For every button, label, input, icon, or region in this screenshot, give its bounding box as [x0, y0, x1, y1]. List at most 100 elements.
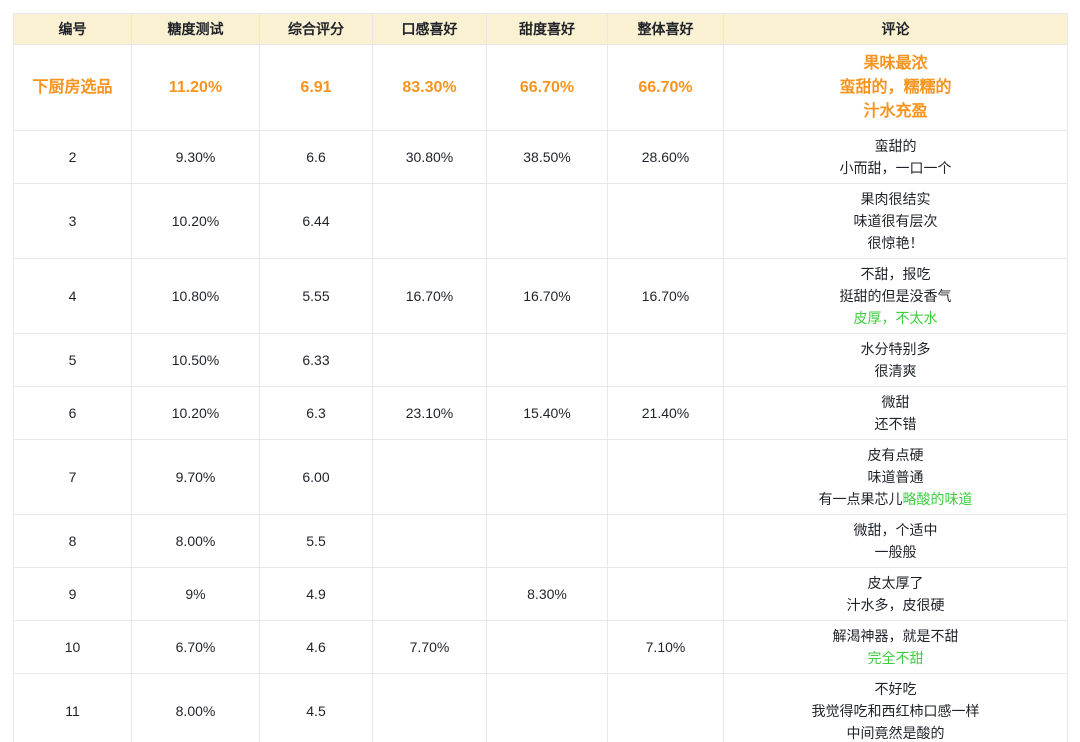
cell-sugar-row2: 9.30% [131, 130, 260, 184]
cell-texture-row4: 16.70% [372, 258, 487, 334]
comment-line: 微甜 [730, 391, 1061, 413]
table-row: 5 10.50% 6.33 水分特别多 很清爽 [13, 333, 1068, 387]
cell-comment-row2: 蛮甜的 小而甜，一口一个 [723, 130, 1068, 184]
column-header-texture: 口感喜好 [372, 13, 487, 45]
comment-line: 不好吃 [730, 678, 1061, 700]
comment-line: 很清爽 [730, 360, 1061, 382]
cell-score-row9: 4.9 [259, 567, 373, 621]
column-header-score: 综合评分 [259, 13, 373, 45]
comment-text: 不好吃 [874, 681, 917, 697]
cell-score-row7: 6.00 [259, 439, 373, 515]
table-row: 9 9% 4.9 8.30% 皮太厚了 汁水多，皮很硬 [13, 567, 1068, 621]
comment-line: 果肉很结实 [730, 188, 1061, 210]
cell-comment-row11: 不好吃我觉得吃和西红柿口感一样 中间竟然是酸的 [723, 673, 1068, 742]
cell-texture-row2: 30.80% [372, 130, 487, 184]
featured-row: 下厨房选品 11.20% 6.91 83.30% 66.70% 66.70% 果味最浓 蛮甜的… [13, 44, 1068, 131]
fruit-rating-table: 编号 糖度测试 综合评分 口感喜好 甜度喜好 整体喜好 评论 下厨房选品 11.20% 6.91… [13, 13, 1068, 742]
comment-line: 果味最浓 [730, 52, 1061, 76]
table-body: 下厨房选品 11.20% 6.91 83.30% 66.70% 66.70% 果味最浓 蛮甜的… [13, 44, 1068, 742]
cell-sweetness-row10 [486, 620, 608, 674]
table-row: 2 9.30% 6.6 30.80% 38.50% 28.60% 蛮甜的 小而甜，一口一个 [13, 130, 1068, 184]
column-header-overall: 整体喜好 [607, 13, 724, 45]
cell-sweetness-row2: 38.50% [486, 130, 608, 184]
cell-sweetness-row6: 15.40% [486, 386, 608, 440]
column-header-id: 编号 [13, 13, 132, 45]
comment-line: 微甜，个适中 [730, 519, 1061, 541]
column-header-sugar: 糖度测试 [131, 13, 260, 45]
cell-sugar-row5: 10.50% [131, 333, 260, 387]
comment-line: 皮厚，不太水 [730, 307, 1061, 329]
cell-comment-row8: 微甜，个适中一般般 [723, 514, 1068, 568]
cell-sweetness-row11 [486, 673, 608, 742]
cell-id-row10: 10 [13, 620, 132, 674]
cell-id-row11: 11 [13, 673, 132, 742]
cell-score-row2: 6.6 [259, 130, 373, 184]
table-row: 11 8.00% 4.5 不好吃我觉得吃和西红柿口感一样 中间竟然是酸的 [13, 673, 1068, 742]
cell-overall-row4: 16.70% [607, 258, 724, 334]
comment-text: 很清爽 [874, 363, 917, 379]
cell-id-row6: 6 [13, 386, 132, 440]
comment-text: 一般般 [874, 544, 917, 560]
comment-line: 皮太厚了 [730, 572, 1061, 594]
comment-text: 我觉得吃和西红柿口感一样 [811, 703, 980, 719]
comment-line: 完全不甜 [730, 647, 1061, 669]
table-header: 编号 糖度测试 综合评分 口感喜好 甜度喜好 整体喜好 评论 [13, 13, 1068, 45]
cell-texture-row11 [372, 673, 487, 742]
cell-id-row3: 3 [13, 183, 132, 259]
cell-texture-row8 [372, 514, 487, 568]
comment-line: 蛮甜的 [730, 135, 1061, 157]
cell-id-row8: 8 [13, 514, 132, 568]
cell-id-row4: 4 [13, 258, 132, 334]
cell-comment-row1: 果味最浓蛮甜的，糯糯的汁水充盈 [723, 44, 1068, 131]
column-header-sweetness: 甜度喜好 [486, 13, 608, 45]
cell-comment-row10: 解渴神器，就是不甜完全不甜 [723, 620, 1068, 674]
comment-text: 还不错 [874, 416, 917, 432]
table-row: 3 10.20% 6.44 果肉很结实 味道很有层次 很惊艳！ [13, 183, 1068, 259]
cell-id-row2: 2 [13, 130, 132, 184]
comment-text: 中间竟然是酸的 [846, 725, 945, 741]
cell-sugar-row11: 8.00% [131, 673, 260, 742]
cell-comment-row7: 皮有点硬 味道普通 有一点果芯儿略酸的味道 [723, 439, 1068, 515]
table-row: 10 6.70% 4.6 7.70% 7.10% 解渴神器，就是不甜 完全不甜 [13, 620, 1068, 674]
comment-text: 果肉很结实 [860, 191, 931, 207]
cell-texture-row6: 23.10% [372, 386, 487, 440]
header-row: 编号 糖度测试 综合评分 口感喜好 甜度喜好 整体喜好 评论 [13, 13, 1068, 45]
comment-line: 水分特别多 [730, 338, 1061, 360]
comment-line: 汁水充盈 [730, 100, 1061, 124]
cell-sugar-row8: 8.00% [131, 514, 260, 568]
comment-text: 很惊艳！ [867, 235, 924, 251]
cell-sugar-row9: 9% [131, 567, 260, 621]
cell-score-row11: 4.5 [259, 673, 373, 742]
cell-sweetness-row1: 66.70% [486, 44, 608, 131]
comment-line: 有一点果芯儿略酸的味道 [730, 488, 1061, 510]
comment-text: 微甜 [881, 394, 910, 410]
cell-comment-row5: 水分特别多 很清爽 [723, 333, 1068, 387]
comment-line: 解渴神器，就是不甜 [730, 625, 1061, 647]
cell-sweetness-row5 [486, 333, 608, 387]
cell-texture-row3 [372, 183, 487, 259]
cell-id-row1: 下厨房选品 [13, 44, 132, 131]
comment-text: 蛮甜的，糯糯的 [839, 78, 952, 96]
comment-text: 水分特别多 [860, 341, 931, 357]
comment-highlight-green: 完全不甜 [867, 650, 924, 666]
cell-texture-row10: 7.70% [372, 620, 487, 674]
cell-sugar-row10: 6.70% [131, 620, 260, 674]
cell-texture-row1: 83.30% [372, 44, 487, 131]
table-row: 7 9.70% 6.00 皮有点硬 味道普通 有一点果芯儿略酸的味道 [13, 439, 1068, 515]
comment-text: 挺甜的但是没香气 [839, 288, 952, 304]
cell-overall-row10: 7.10% [607, 620, 724, 674]
cell-texture-row5 [372, 333, 487, 387]
cell-sweetness-row8 [486, 514, 608, 568]
comment-line: 味道很有层次 [730, 210, 1061, 232]
cell-comment-row4: 不甜，报吃挺甜的但是没香气皮厚，不太水 [723, 258, 1068, 334]
cell-comment-row9: 皮太厚了 汁水多，皮很硬 [723, 567, 1068, 621]
cell-score-row4: 5.55 [259, 258, 373, 334]
cell-id-row5: 5 [13, 333, 132, 387]
comment-line: 不甜，报吃 [730, 263, 1061, 285]
cell-score-row1: 6.91 [259, 44, 373, 131]
cell-sweetness-row7 [486, 439, 608, 515]
cell-overall-row7 [607, 439, 724, 515]
comment-text: 果味最浓 [863, 54, 928, 72]
comment-text: 有一点果芯儿 [818, 491, 903, 507]
